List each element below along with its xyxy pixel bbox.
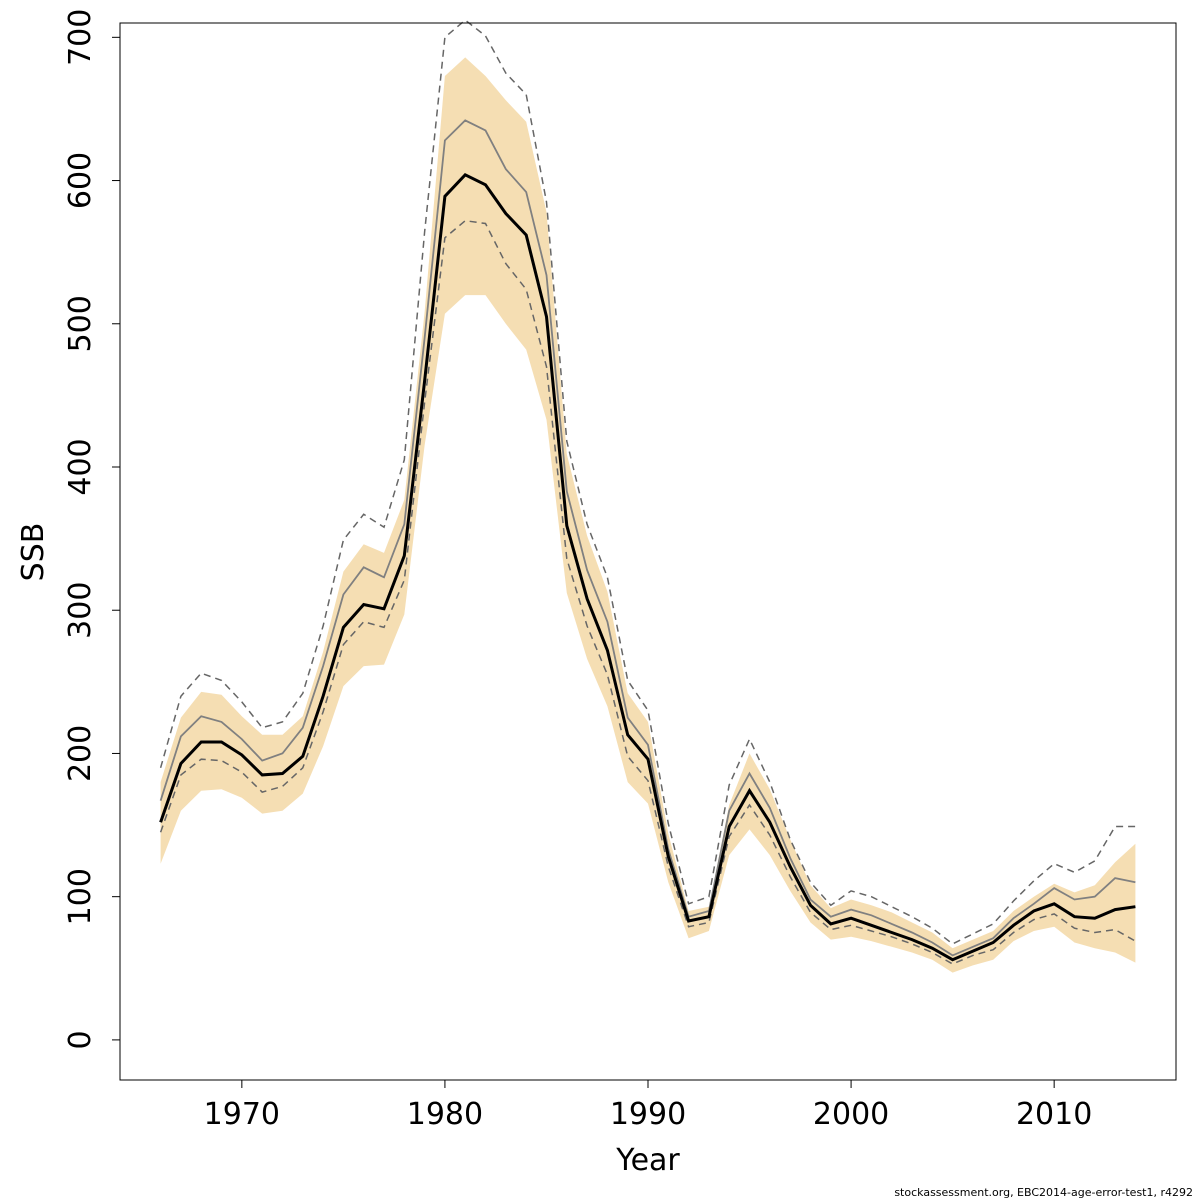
median-line xyxy=(159,172,1136,962)
x-tick-label: 1970 xyxy=(204,1097,280,1132)
y-tick-label: 600 xyxy=(63,152,98,209)
footer-annotation: stockassessment.org, EBC2014-age-error-t… xyxy=(894,1186,1193,1199)
y-tick-label: 0 xyxy=(63,1030,98,1049)
x-tick-label: 1980 xyxy=(407,1097,483,1132)
mean-line xyxy=(159,119,1136,957)
y-tick-label: 400 xyxy=(63,438,98,495)
dashed-upper-line xyxy=(159,19,1136,945)
dashed-lower-line xyxy=(159,219,1136,965)
y-tick-label: 200 xyxy=(63,725,98,782)
y-tick-label: 300 xyxy=(63,582,98,639)
x-axis: 1970 1980 1990 2000 2010 xyxy=(204,1079,1092,1132)
x-tick-label: 1990 xyxy=(610,1097,686,1132)
y-axis: 0 100 200 300 400 500 600 700 xyxy=(63,9,121,1049)
x-axis-label: Year xyxy=(615,1143,680,1178)
x-tick-label: 2000 xyxy=(813,1097,889,1132)
y-tick-label: 500 xyxy=(63,295,98,352)
plot-area xyxy=(159,19,1136,973)
y-tick-label: 100 xyxy=(63,868,98,925)
y-axis-label: SSB xyxy=(16,523,51,582)
y-tick-label: 700 xyxy=(63,9,98,66)
x-tick-label: 2010 xyxy=(1016,1097,1092,1132)
confidence-band xyxy=(160,57,1136,973)
